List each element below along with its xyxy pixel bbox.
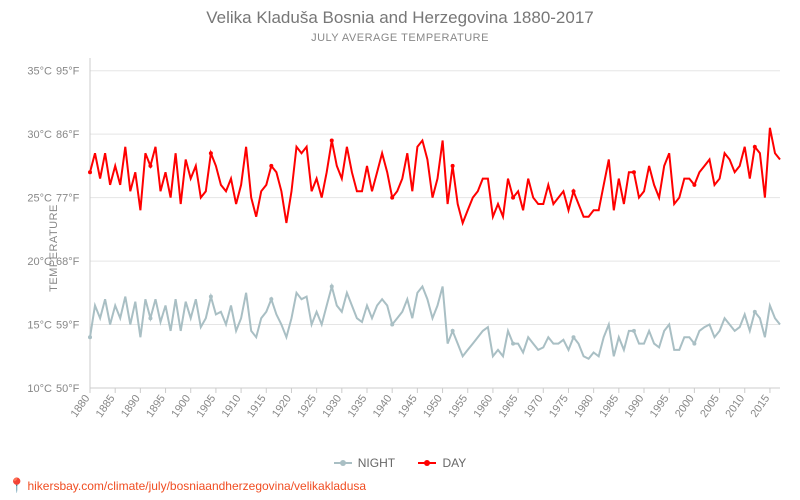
- svg-text:1955: 1955: [446, 393, 470, 420]
- svg-text:35°C: 35°C: [27, 66, 52, 78]
- svg-text:50°F: 50°F: [56, 383, 80, 395]
- legend-item-night: NIGHT: [334, 456, 395, 470]
- y-axis-label: TEMPERATURE: [48, 204, 60, 292]
- svg-text:1990: 1990: [623, 393, 647, 420]
- svg-text:1945: 1945: [396, 393, 420, 420]
- svg-text:1885: 1885: [94, 393, 118, 420]
- svg-text:1995: 1995: [648, 393, 672, 420]
- chart-area: TEMPERATURE 10°C50°F15°C59°F20°C68°F25°C…: [0, 48, 800, 448]
- svg-text:1950: 1950: [421, 393, 445, 420]
- svg-text:1890: 1890: [119, 393, 143, 420]
- svg-text:86°F: 86°F: [56, 129, 80, 141]
- svg-text:30°C: 30°C: [27, 129, 52, 141]
- svg-text:10°C: 10°C: [27, 383, 52, 395]
- legend-label-night: NIGHT: [358, 456, 395, 470]
- svg-text:25°C: 25°C: [27, 193, 52, 205]
- legend-item-day: DAY: [418, 456, 466, 470]
- svg-text:1960: 1960: [472, 393, 496, 420]
- svg-text:2010: 2010: [723, 393, 747, 420]
- svg-text:1930: 1930: [320, 393, 344, 420]
- line-chart: 10°C50°F15°C59°F20°C68°F25°C77°F30°C86°F…: [0, 48, 800, 448]
- svg-text:1925: 1925: [295, 393, 319, 420]
- source-link[interactable]: 📍 hikersbay.com/climate/july/bosniaandhe…: [8, 477, 366, 494]
- legend-marker-night: [334, 462, 352, 464]
- source-url-text: hikersbay.com/climate/july/bosniaandherz…: [27, 479, 366, 493]
- svg-text:1980: 1980: [572, 393, 596, 420]
- pin-icon: 📍: [8, 477, 25, 494]
- svg-text:1940: 1940: [371, 393, 395, 420]
- legend-label-day: DAY: [442, 456, 466, 470]
- svg-text:1900: 1900: [169, 393, 193, 420]
- svg-text:1975: 1975: [547, 393, 571, 420]
- svg-text:1970: 1970: [522, 393, 546, 420]
- svg-text:1910: 1910: [220, 393, 244, 420]
- svg-text:1965: 1965: [497, 393, 521, 420]
- svg-text:2005: 2005: [698, 393, 722, 420]
- svg-text:1920: 1920: [270, 393, 294, 420]
- svg-text:1985: 1985: [597, 393, 621, 420]
- svg-text:15°C: 15°C: [27, 320, 52, 332]
- svg-text:95°F: 95°F: [56, 66, 80, 78]
- svg-text:1895: 1895: [144, 393, 168, 420]
- legend: NIGHT DAY: [0, 453, 800, 470]
- chart-title: Velika Kladuša Bosnia and Herzegovina 18…: [0, 0, 800, 28]
- svg-text:1905: 1905: [194, 393, 218, 420]
- svg-text:1880: 1880: [69, 393, 93, 420]
- chart-subtitle: JULY AVERAGE TEMPERATURE: [0, 28, 800, 44]
- svg-text:1935: 1935: [346, 393, 370, 420]
- svg-text:59°F: 59°F: [56, 320, 80, 332]
- svg-text:1915: 1915: [245, 393, 269, 420]
- svg-text:2015: 2015: [749, 393, 773, 420]
- svg-text:2000: 2000: [673, 393, 697, 420]
- svg-text:77°F: 77°F: [56, 193, 80, 205]
- legend-marker-day: [418, 462, 436, 464]
